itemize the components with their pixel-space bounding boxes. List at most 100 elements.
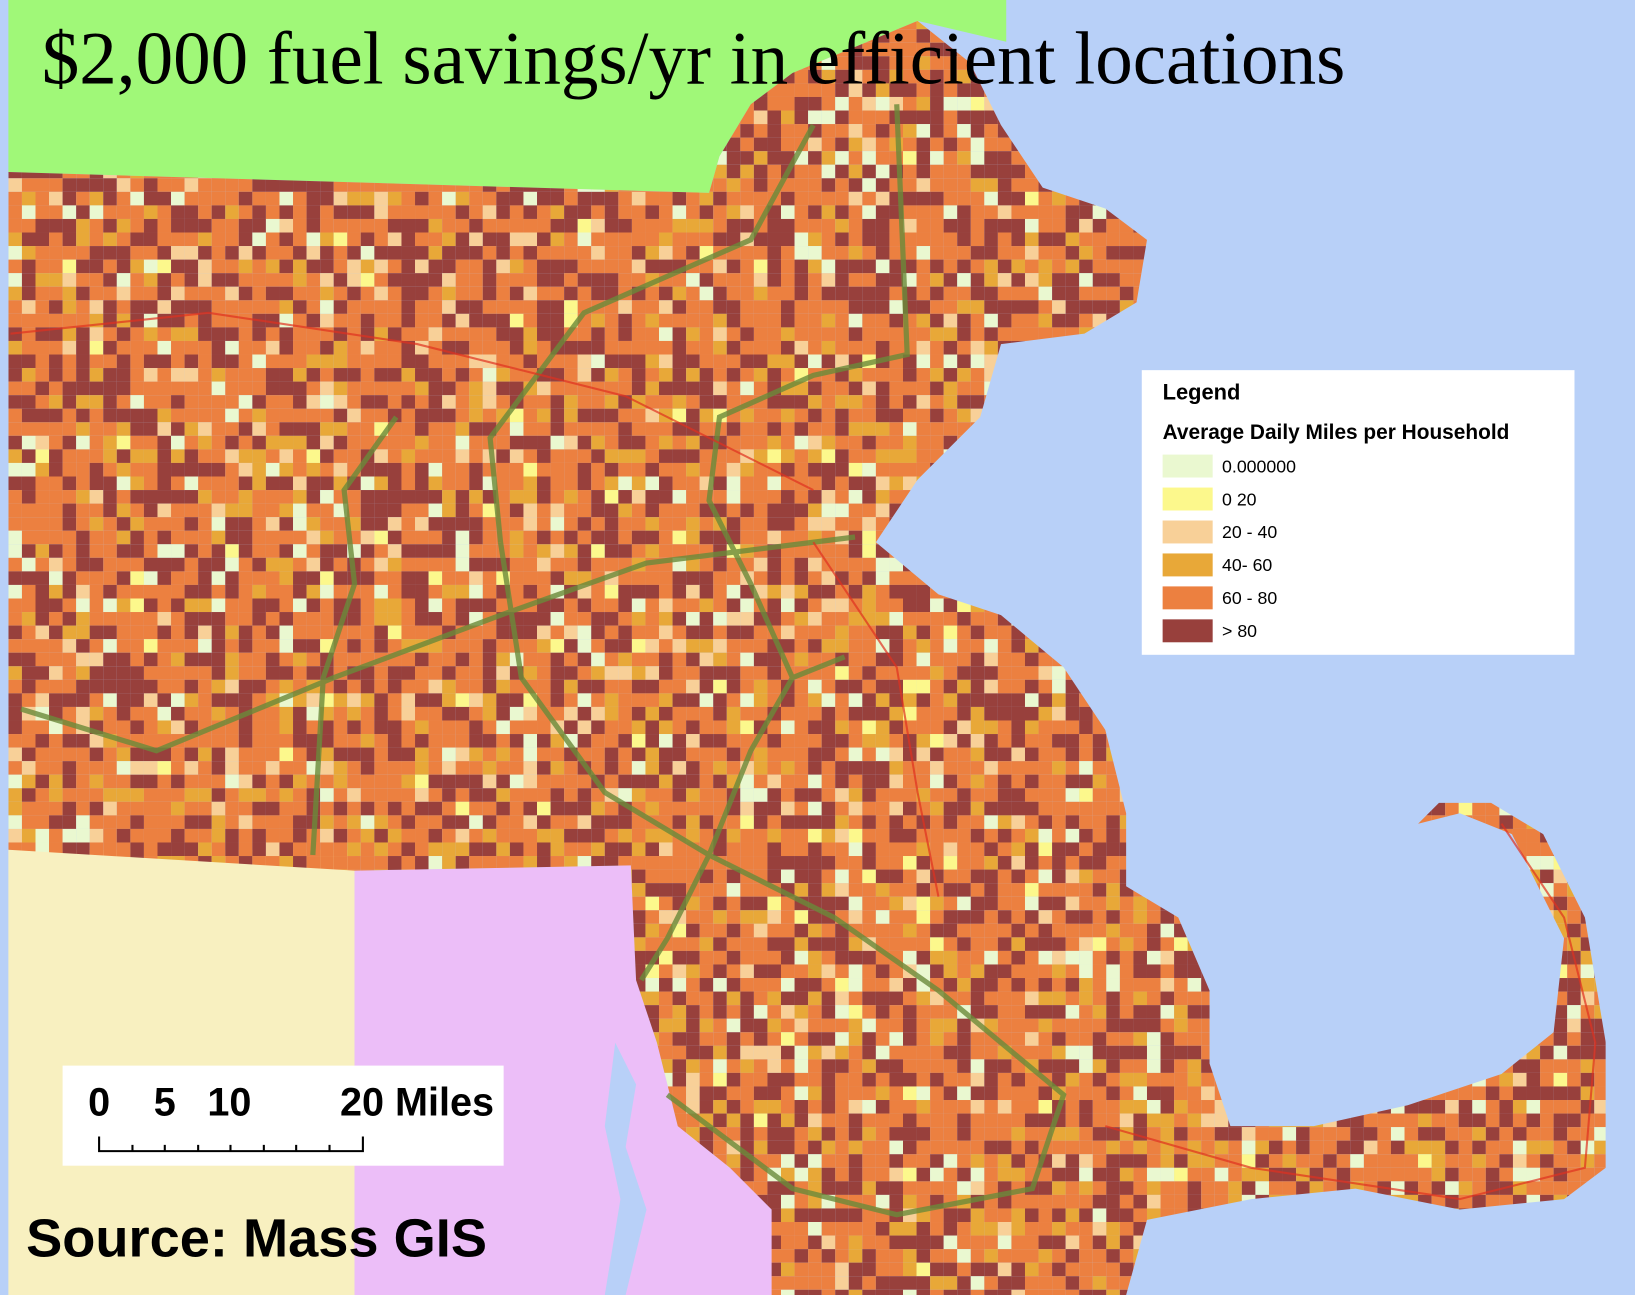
grid-cell <box>212 287 226 301</box>
grid-cell <box>564 300 578 314</box>
grid-cell <box>252 246 266 260</box>
grid-cell <box>537 246 551 260</box>
grid-cell <box>781 246 795 260</box>
grid-cell <box>700 273 714 287</box>
grid-cell <box>429 368 443 382</box>
grid-cell <box>266 355 280 369</box>
grid-cell <box>103 436 117 450</box>
grid-cell <box>781 124 795 138</box>
grid-cell <box>35 205 49 219</box>
grid-cell <box>90 205 104 219</box>
grid-cell <box>63 287 77 301</box>
grid-cell <box>795 571 809 585</box>
grid-cell <box>347 368 361 382</box>
grid-cell <box>835 463 849 477</box>
grid-cell <box>1079 260 1093 274</box>
grid-cell <box>320 409 334 423</box>
grid-cell <box>564 490 578 504</box>
grid-cell <box>185 490 199 504</box>
grid-cell <box>523 409 537 423</box>
grid-cell <box>22 422 36 436</box>
grid-cell <box>374 273 388 287</box>
grid-cell <box>808 341 822 355</box>
grid-cell <box>537 463 551 477</box>
grid-cell <box>76 178 90 192</box>
grid-cell <box>212 246 226 260</box>
grid-cell <box>456 233 470 247</box>
grid-cell <box>415 449 429 463</box>
grid-cell <box>401 273 415 287</box>
grid-cell <box>76 571 90 585</box>
grid-cell <box>537 273 551 287</box>
grid-cell <box>849 192 863 206</box>
grid-cell <box>293 395 307 409</box>
grid-cell <box>320 463 334 477</box>
grid-cell <box>469 205 483 219</box>
grid-cell <box>591 192 605 206</box>
grid-cell <box>212 233 226 247</box>
grid-cell <box>1039 300 1053 314</box>
grid-cell <box>944 314 958 328</box>
grid-cell <box>808 192 822 206</box>
grid-cell <box>117 517 131 531</box>
grid-cell <box>984 233 998 247</box>
grid-cell <box>361 192 375 206</box>
grid-cell <box>795 165 809 179</box>
grid-cell <box>944 165 958 179</box>
grid-cell <box>469 449 483 463</box>
grid-cell <box>171 341 185 355</box>
grid-cell <box>700 327 714 341</box>
grid-cell <box>564 341 578 355</box>
grid-cell <box>185 449 199 463</box>
grid-cell <box>971 368 985 382</box>
grid-cell <box>171 273 185 287</box>
grid-cell <box>795 341 809 355</box>
grid-cell <box>117 260 131 274</box>
grid-cell <box>35 178 49 192</box>
grid-cell <box>1066 246 1080 260</box>
grid-cell <box>117 219 131 233</box>
grid-cell <box>198 571 212 585</box>
grid-cell <box>808 449 822 463</box>
grid-cell <box>496 341 510 355</box>
grid-cell <box>1039 246 1053 260</box>
grid-cell <box>293 192 307 206</box>
grid-cell <box>835 517 849 531</box>
grid-cell <box>740 327 754 341</box>
grid-cell <box>63 395 77 409</box>
grid-cell <box>130 341 144 355</box>
grid-cell <box>374 382 388 396</box>
grid-cell <box>618 327 632 341</box>
grid-cell <box>293 558 307 572</box>
grid-cell <box>8 449 22 463</box>
grid-cell <box>334 219 348 233</box>
grid-cell <box>401 544 415 558</box>
grid-cell <box>266 409 280 423</box>
grid-cell <box>144 192 158 206</box>
grid-cell <box>889 490 903 504</box>
grid-cell <box>279 395 293 409</box>
grid-cell <box>835 422 849 436</box>
grid-cell <box>49 422 63 436</box>
grid-cell <box>645 517 659 531</box>
grid-cell <box>510 517 524 531</box>
grid-cell <box>1011 219 1025 233</box>
grid-cell <box>117 449 131 463</box>
grid-cell <box>103 368 117 382</box>
grid-cell <box>117 368 131 382</box>
grid-cell <box>1106 300 1120 314</box>
grid-cell <box>130 355 144 369</box>
grid-cell <box>225 192 239 206</box>
grid-cell <box>456 531 470 545</box>
grid-cell <box>76 449 90 463</box>
grid-cell <box>673 395 687 409</box>
grid-cell <box>90 178 104 192</box>
grid-cell <box>225 327 239 341</box>
grid-cell <box>632 219 646 233</box>
grid-cell <box>822 382 836 396</box>
grid-cell <box>944 327 958 341</box>
grid-cell <box>307 463 321 477</box>
grid-cell <box>727 422 741 436</box>
grid-cell <box>279 300 293 314</box>
grid-cell <box>1052 314 1066 328</box>
